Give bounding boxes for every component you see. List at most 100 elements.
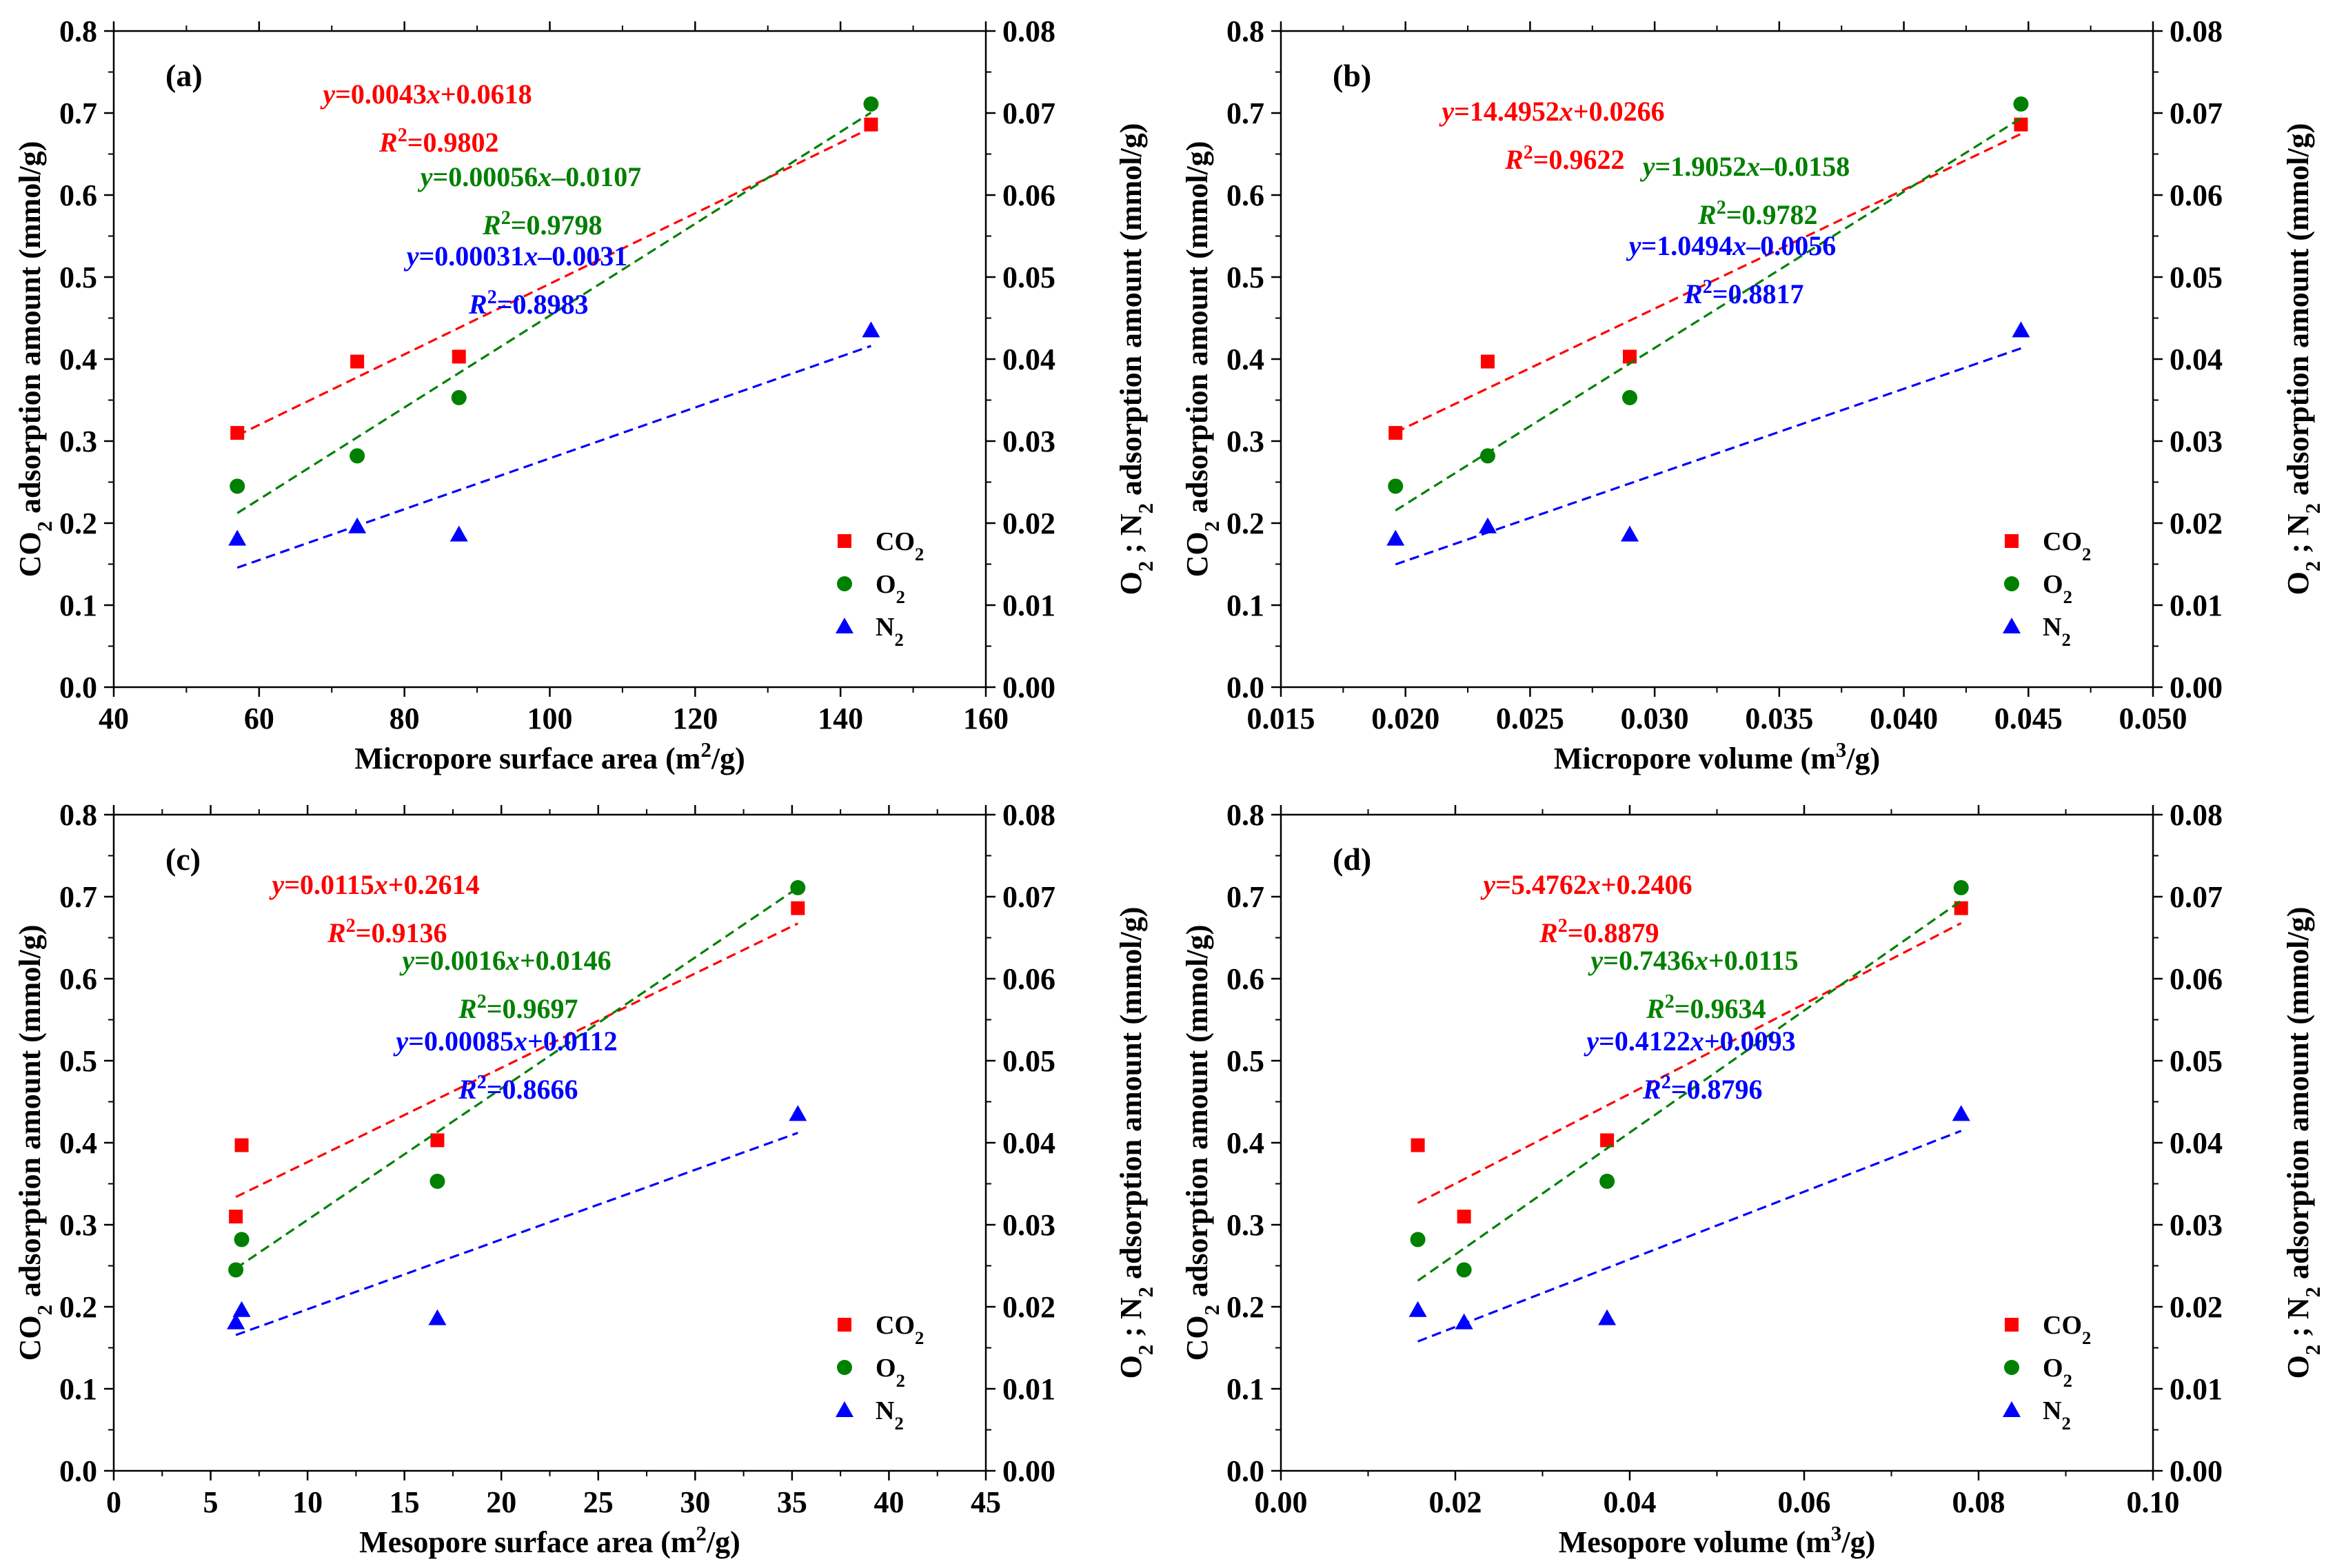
data-point-o2 xyxy=(1456,1262,1472,1278)
y-left-tick-label: 0.0 xyxy=(59,671,97,704)
y-left-axis-title: CO2 adsorption amount (mmol/g) xyxy=(13,925,57,1361)
y-right-tick-label: 0.06 xyxy=(2170,179,2223,212)
legend-label-o2: O2 xyxy=(2043,570,2072,607)
y-right-tick-label: 0.02 xyxy=(2170,1290,2223,1324)
legend-label-co2: CO2 xyxy=(876,1311,924,1348)
y-right-tick-label: 0.00 xyxy=(1002,1454,1055,1488)
y-right-tick-label: 0.07 xyxy=(1002,880,1055,914)
data-point-co2 xyxy=(2014,117,2028,132)
x-tick-label: 0.035 xyxy=(1745,702,1813,735)
r2-co2: R2=0.9136 xyxy=(327,915,447,949)
x-tick-label: 80 xyxy=(390,702,420,735)
legend-marker-o2 xyxy=(837,576,852,591)
y-right-tick-label: 0.03 xyxy=(2170,1208,2223,1242)
y-right-tick-label: 0.05 xyxy=(2170,1044,2223,1078)
equation-n2: y=0.00031x–0.0031 xyxy=(404,241,628,272)
legend-label-co2: CO2 xyxy=(2043,527,2091,564)
x-tick-label: 0.025 xyxy=(1496,702,1564,735)
data-point-o2 xyxy=(230,478,245,494)
legend-label-n2: N2 xyxy=(876,613,904,650)
legend-marker-n2 xyxy=(2003,1401,2021,1417)
legend-marker-o2 xyxy=(2004,1360,2019,1375)
legend-marker-n2 xyxy=(836,618,853,633)
y-left-tick-label: 0.2 xyxy=(59,1290,97,1324)
x-tick-label: 20 xyxy=(486,1485,516,1519)
chart-panel-d: 0.00 0.02 0.04 0.06 0.08 0.10 0.0 0.00 0.1 0.01 0.… xyxy=(1167,784,2334,1567)
y-right-tick-label: 0.05 xyxy=(1002,1044,1055,1078)
y-right-tick-label: 0.07 xyxy=(2170,880,2223,914)
data-point-o2 xyxy=(1388,478,1404,494)
legend-marker-co2 xyxy=(2005,534,2019,548)
data-point-co2 xyxy=(430,1133,445,1148)
data-point-n2 xyxy=(1455,1313,1473,1330)
x-tick-label: 0 xyxy=(106,1485,121,1519)
legend-marker-n2 xyxy=(2003,618,2021,633)
equation-n2: y=0.00085x+0.0112 xyxy=(393,1026,617,1057)
y-right-axis-title: O2 ; N2 adsorption amount (mmol/g) xyxy=(2281,123,2325,595)
equation-o2: y=0.7436x+0.0115 xyxy=(1588,945,1798,976)
equation-co2: y=0.0043x+0.0618 xyxy=(320,79,532,110)
y-right-tick-label: 0.06 xyxy=(1002,179,1055,212)
y-right-axis-title: O2 ; N2 adsorption amount (mmol/g) xyxy=(2281,907,2325,1379)
data-point-o2 xyxy=(429,1173,445,1189)
y-right-tick-label: 0.00 xyxy=(2170,1454,2223,1488)
x-tick-label: 140 xyxy=(818,702,863,735)
r2-co2: R2=0.9802 xyxy=(378,125,498,159)
y-right-tick-label: 0.08 xyxy=(1002,798,1055,832)
y-left-tick-label: 0.7 xyxy=(1226,96,1264,130)
r2-n2: R2=0.8666 xyxy=(458,1072,578,1106)
equation-n2: y=1.0494x–0.0056 xyxy=(1626,230,1837,261)
panel-label: (a) xyxy=(165,58,203,93)
y-left-tick-label: 0.2 xyxy=(1226,507,1264,540)
legend-marker-n2 xyxy=(836,1401,853,1417)
y-right-axis-title: O2 ; N2 adsorption amount (mmol/g) xyxy=(1114,123,1158,595)
data-point-co2 xyxy=(1954,901,1968,915)
y-right-tick-label: 0.05 xyxy=(2170,261,2223,294)
x-tick-label: 30 xyxy=(680,1485,710,1519)
y-right-tick-label: 0.01 xyxy=(2170,589,2223,622)
data-point-o2 xyxy=(790,879,806,895)
r2-o2: R2=0.9634 xyxy=(1646,991,1766,1025)
y-left-tick-label: 0.2 xyxy=(1226,1290,1264,1324)
fit-line-o2 xyxy=(236,112,872,514)
r2-n2: R2=0.8817 xyxy=(1684,276,1803,310)
data-point-co2 xyxy=(864,117,878,132)
r2-co2: R2=0.9622 xyxy=(1504,142,1624,176)
data-point-o2 xyxy=(2013,96,2029,112)
y-left-tick-label: 0.3 xyxy=(1226,425,1264,458)
data-point-co2 xyxy=(1388,426,1403,440)
y-left-tick-label: 0.0 xyxy=(1226,1454,1264,1488)
legend-marker-co2 xyxy=(838,1318,851,1332)
data-point-n2 xyxy=(1598,1309,1617,1325)
x-tick-label: 0.015 xyxy=(1247,702,1315,735)
y-left-tick-label: 0.1 xyxy=(59,1372,97,1406)
y-left-tick-label: 0.5 xyxy=(59,1044,97,1078)
y-left-tick-label: 0.5 xyxy=(1226,261,1264,294)
y-left-tick-label: 0.4 xyxy=(1226,343,1264,376)
x-axis-title: Mesopore surface area (m2/g) xyxy=(359,1522,740,1559)
y-left-tick-label: 0.3 xyxy=(59,1208,97,1242)
x-tick-label: 10 xyxy=(292,1485,323,1519)
x-tick-label: 100 xyxy=(527,702,573,735)
data-point-co2 xyxy=(229,1210,243,1224)
fit-line-n2 xyxy=(236,345,871,569)
x-tick-label: 0.050 xyxy=(2119,702,2187,735)
y-right-tick-label: 0.01 xyxy=(2170,1372,2223,1406)
fit-line-o2 xyxy=(1417,899,1962,1282)
y-right-tick-label: 0.00 xyxy=(2170,671,2223,704)
data-point-co2 xyxy=(452,349,466,364)
y-left-tick-label: 0.1 xyxy=(1226,589,1264,622)
chart-panel-b: 0.015 0.020 0.025 0.030 0.035 0.040 0.045 0.050… xyxy=(1167,0,2334,784)
legend-marker-co2 xyxy=(838,534,851,548)
x-tick-label: 0.04 xyxy=(1604,1485,1657,1519)
x-axis-title: Mesopore volume (m3/g) xyxy=(1559,1522,1875,1559)
x-tick-label: 0.020 xyxy=(1371,702,1439,735)
legend-marker-co2 xyxy=(2005,1318,2019,1332)
equation-co2: y=0.0115x+0.2614 xyxy=(269,869,479,900)
legend-label-n2: N2 xyxy=(2043,613,2071,650)
y-left-axis-title: CO2 adsorption amount (mmol/g) xyxy=(1180,141,1224,578)
y-right-tick-label: 0.04 xyxy=(2170,343,2223,376)
data-point-o2 xyxy=(1953,879,1969,895)
y-left-tick-label: 0.0 xyxy=(59,1454,97,1488)
